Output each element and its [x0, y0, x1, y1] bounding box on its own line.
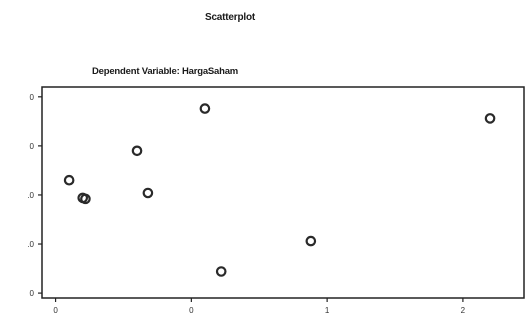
scatter-point: [484, 113, 496, 124]
y-tick-label: 0: [30, 93, 35, 102]
chart-subtitle: Dependent Variable: HargaSaham: [92, 66, 239, 77]
y-tick-label: .0: [27, 240, 34, 249]
scatter-point: [142, 187, 154, 199]
plot-frame: [41, 86, 525, 299]
scatter-point: [63, 174, 75, 186]
x-tick-label: 0: [53, 306, 58, 315]
scatter-point: [80, 193, 91, 205]
scatter-point: [131, 145, 143, 157]
scatter-point: [199, 103, 211, 114]
scatter-point: [305, 235, 317, 247]
y-tick-label: 0: [30, 289, 35, 298]
data-points: [63, 103, 496, 277]
y-axis: 0 0 .0 .0 0: [27, 93, 42, 298]
chart-title: Scatterplot: [204, 12, 256, 23]
x-tick-label: 2: [461, 306, 466, 315]
x-tick-label: 1: [325, 306, 330, 315]
y-tick-label: .0: [27, 191, 34, 200]
y-tick-label: 0: [30, 142, 35, 151]
x-axis: 0 0 1 2: [53, 298, 466, 315]
scatter-point: [215, 266, 227, 277]
x-tick-label: 0: [189, 306, 194, 315]
